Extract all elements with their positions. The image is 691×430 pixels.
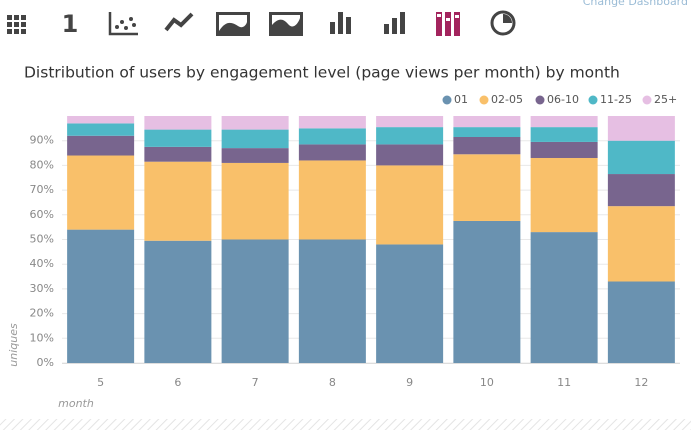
y-tick-label: 70% [30,183,54,196]
bar-segment [144,161,212,241]
bar-segment [453,220,521,363]
chart-title: Distribution of users by engagement leve… [24,64,620,82]
bar-segment [67,123,135,136]
legend-label: 25+ [654,93,677,106]
bar-icon-2[interactable] [384,12,405,34]
x-tick-label: 8 [329,376,336,389]
x-tick-label: 6 [174,376,181,389]
line-icon[interactable] [164,12,194,32]
x-tick-label: 9 [406,376,413,389]
x-tick-label: 7 [252,376,259,389]
toolbar: 1 [7,10,516,38]
legend-label: 01 [454,93,468,106]
bar-segment [221,162,289,240]
legend-swatch [479,95,489,105]
bar-segment [144,240,212,363]
bar-segment [298,128,366,145]
bar-segment [67,116,135,124]
legend-swatch [442,95,452,105]
bar-segment [221,239,289,363]
bar-segment [221,116,289,130]
y-tick-label: 80% [30,158,54,171]
y-tick-label: 10% [30,331,54,344]
x-tick-label: 5 [97,376,104,389]
bar-segment [607,174,675,207]
bar-segment [67,155,135,230]
bar-segment [530,116,598,128]
bar-segment [453,136,521,155]
bar-segment [530,232,598,363]
change-dashboard-link[interactable]: Change Dashboard [583,0,688,8]
bar-segment [530,127,598,142]
y-tick-label: 20% [30,307,54,320]
y-tick-label: 30% [30,282,54,295]
stacked-bar-icon[interactable] [436,12,460,36]
number-icon[interactable]: 1 [62,10,79,38]
bar-segment [376,244,444,363]
bar-segment [298,160,366,240]
bar-segment [144,129,212,147]
legend-label: 11-25 [600,93,632,106]
bar-segment [67,229,135,363]
legend-label: 06-10 [547,93,579,106]
bar-segment [376,165,444,245]
legend-swatch [535,95,545,105]
bar-segment [376,127,444,145]
bar-segment [530,141,598,158]
legend-label: 02-05 [491,93,523,106]
y-tick-label: 90% [30,134,54,147]
scatter-icon[interactable] [108,12,138,36]
x-axis-label: month [58,397,94,410]
area-icon-2[interactable] [269,12,303,36]
bar-segment [221,129,289,149]
bar-segment [67,135,135,156]
y-tick-label: 40% [30,257,54,270]
x-tick-label: 12 [634,376,648,389]
area-icon[interactable] [216,12,250,36]
bar-segment [298,239,366,363]
y-tick-label: 0% [37,356,54,369]
bar-segment [298,116,366,129]
x-tick-label: 11 [557,376,571,389]
grid-icon[interactable] [7,15,26,34]
bar-segment [144,146,212,162]
bar-segment [607,116,675,141]
footer-strip [0,419,691,430]
bar-segment [376,116,444,128]
bar-segment [144,116,212,130]
bar-segment [298,144,366,161]
legend-swatch [642,95,652,105]
bar-segment [607,281,675,363]
legend-swatch [588,95,598,105]
bar-segment [221,148,289,163]
x-tick-label: 10 [480,376,494,389]
bar-segment [376,144,444,166]
bar-segment [607,140,675,175]
pie-icon[interactable] [490,10,516,36]
y-axis-label: uniques [7,323,20,367]
bar-segment [453,127,521,137]
bar-segment [607,206,675,282]
bar-segment [530,157,598,233]
plot: 0% 10% 20% 30% 40% 50% 60% 70% 80% 90% 5 6 7 8 9 10 11 12… [30,93,680,389]
y-tick-label: 50% [30,233,54,246]
y-tick-label: 60% [30,208,54,221]
bar-segment [453,116,521,128]
bar-icon[interactable] [330,12,351,34]
bar-segment [453,154,521,221]
